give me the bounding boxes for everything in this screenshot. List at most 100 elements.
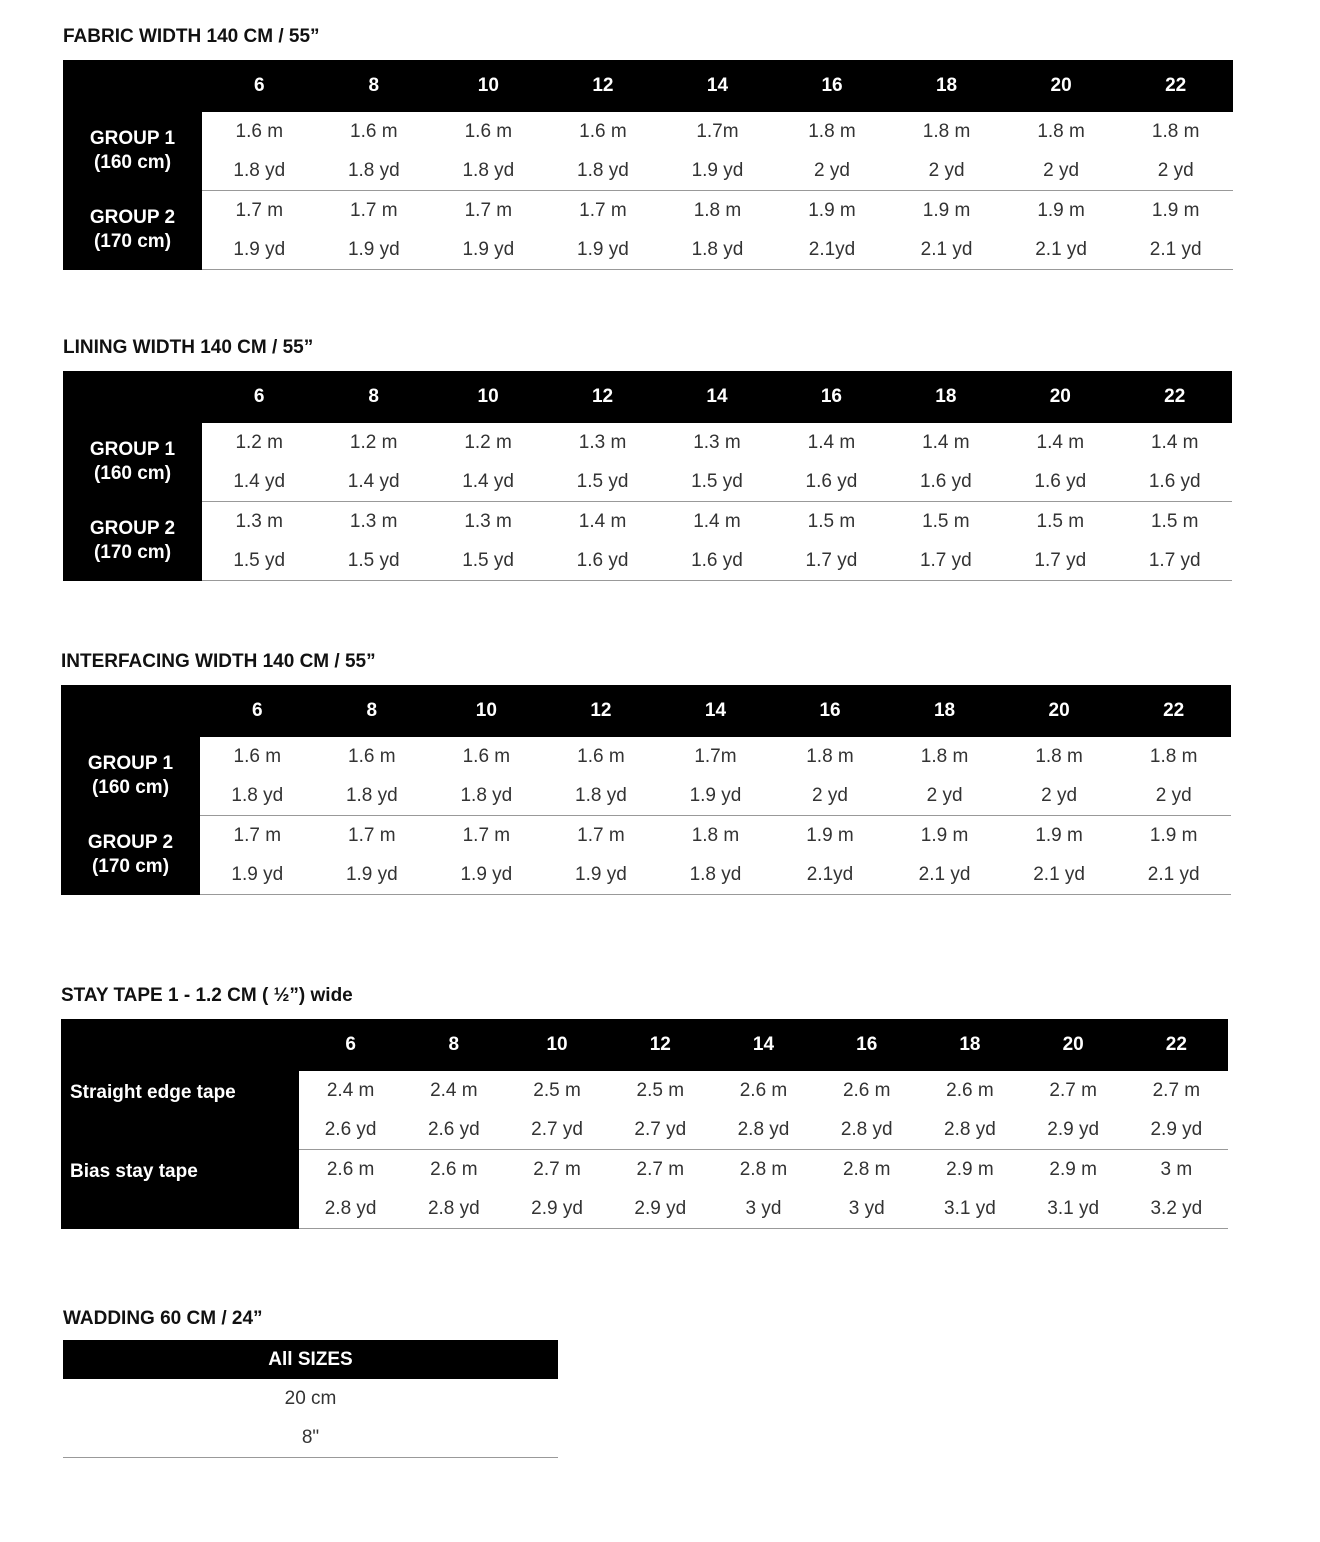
value-metres: 1.9 m [774, 190, 890, 230]
value-metres: 1.4 m [659, 501, 775, 541]
value-metres: 1.6 m [545, 112, 661, 151]
corner-cell [61, 1019, 299, 1071]
value-metres: 1.9 m [1001, 815, 1117, 855]
size-header: 10 [505, 1019, 609, 1071]
value-metres: 1.4 m [888, 423, 1004, 462]
value-yards: 2 yd [1118, 151, 1233, 191]
value-yards: 1.8 yd [658, 855, 773, 895]
value-yards: 1.6 yd [1117, 462, 1232, 502]
value-metres: 2.6 m [299, 1149, 403, 1189]
value-metres: 1.2 m [316, 423, 431, 462]
lining-title: LINING WIDTH 140 CM / 55” [63, 337, 314, 358]
value-metres: 1.6 m [543, 737, 659, 776]
size-header: 16 [774, 60, 890, 112]
fabric-table: 6 8 10 12 14 16 18 20 22 GROUP 1 (160 cm) 1.6 m 1.6… [63, 60, 1233, 270]
size-header: 10 [430, 371, 546, 423]
size-header: 20 [1001, 685, 1117, 737]
value-yards: 1.4 yd [202, 462, 317, 502]
value-metres: 1.8 m [774, 112, 890, 151]
group-label: GROUP 2 (170 cm) [63, 190, 202, 270]
size-header: 16 [815, 1019, 919, 1071]
table-row-metres: GROUP 1 (160 cm) 1.6 m 1.6 m 1.6 m 1.6 m 1.7m… [61, 737, 1231, 816]
size-header: 18 [918, 1019, 1022, 1071]
size-header: 16 [774, 371, 889, 423]
value-yards: 1.9 yd [545, 230, 661, 270]
group-label: GROUP 2 (170 cm) [61, 815, 200, 895]
size-header: 18 [888, 371, 1004, 423]
value-metres: 2.6 m [918, 1071, 1022, 1110]
value-metres: 1.3 m [316, 501, 431, 541]
table-row-yards: 2.8 yd 2.8 yd 2.9 yd 2.9 yd 3 yd 3 yd 3.1 yd 3.… [61, 1189, 1228, 1229]
table-row-yards: 1.9 yd 1.9 yd 1.9 yd 1.9 yd 1.8 yd 2.1yd 2.1 y… [63, 230, 1233, 270]
value-metres: 3 m [1124, 1149, 1228, 1189]
value-metres: 1.7 m [316, 190, 432, 230]
value-yards: 1.8 yd [431, 151, 546, 191]
size-header: 12 [545, 371, 660, 423]
value-metres: 1.6 m [429, 737, 544, 776]
value-yards: 1.8 yd [543, 776, 659, 816]
size-header: 14 [659, 371, 775, 423]
value-metres: 2.7 m [608, 1149, 712, 1189]
value-metres: 1.8 m [889, 112, 1004, 151]
size-header: 22 [1124, 1019, 1228, 1071]
value-yards: 1.5 yd [202, 541, 317, 581]
value-yards: 2 yd [887, 776, 1002, 816]
value-metres: 1.7m [658, 737, 773, 776]
value-yards: 2.8 yd [918, 1110, 1022, 1150]
value-yards: 2 yd [1116, 776, 1231, 816]
value-yards: 3.1 yd [918, 1189, 1022, 1229]
table-row-metres: GROUP 2 (170 cm) 1.7 m 1.7 m 1.7 m 1.7 m 1.8 … [61, 815, 1231, 895]
value-yards: 1.7 yd [1003, 541, 1118, 581]
value-yards: 1.5 yd [659, 462, 775, 502]
size-header: 8 [314, 685, 430, 737]
size-header: 20 [1021, 1019, 1125, 1071]
wadding-section: WADDING 60 CM / 24” All SIZES 20 cm 8" [63, 1304, 558, 1458]
value-metres: 1.6 m [316, 112, 432, 151]
value-metres: 1.7 m [545, 190, 661, 230]
value-metres: 1.8 m [887, 737, 1002, 776]
value-yards: 1.7 yd [774, 541, 889, 581]
fabric-title: FABRIC WIDTH 140 CM / 55” [63, 26, 320, 47]
value-metres: 1.6 m [431, 112, 546, 151]
table-row-metres: GROUP 2 (170 cm) 1.3 m 1.3 m 1.3 m 1.4 m 1.4 … [63, 501, 1232, 581]
value-yards: 2.9 yd [608, 1189, 712, 1229]
value-yards: 2 yd [774, 151, 890, 191]
value-yards: 1.7 yd [1117, 541, 1232, 581]
size-header: 18 [887, 685, 1002, 737]
value-metres: 1.7 m [543, 815, 659, 855]
value-metres: 1.9 m [887, 815, 1002, 855]
value-yards: 1.8 yd [202, 151, 317, 191]
value-metres: 2.9 m [918, 1149, 1022, 1189]
table-row-yards: 2.6 yd 2.6 yd 2.7 yd 2.7 yd 2.8 yd 2.8 yd 2.8 … [61, 1110, 1228, 1150]
size-header: 10 [431, 60, 546, 112]
fabric-section: FABRIC WIDTH 140 CM / 55” 6 8 10 12 14 16 18 20 2… [63, 22, 1233, 270]
value-metres: 1.5 m [774, 501, 889, 541]
size-header: 6 [202, 60, 317, 112]
lining-section: LINING WIDTH 140 CM / 55” 6 8 10 12 14 16 18 20 2… [63, 333, 1232, 581]
value-metres: 1.8 m [1118, 112, 1233, 151]
value-metres: 1.9 m [1116, 815, 1231, 855]
size-header: 14 [711, 1019, 816, 1071]
value-yards: 2.1yd [772, 855, 888, 895]
table-row-metres: GROUP 2 (170 cm) 1.7 m 1.7 m 1.7 m 1.7 m 1.8 … [63, 190, 1233, 270]
table-row-yards: 1.5 yd 1.5 yd 1.5 yd 1.6 yd 1.6 yd 1.7 yd 1.7 … [63, 541, 1232, 581]
value-metres: 2.4 m [299, 1071, 403, 1110]
value-yards: 2.8 yd [402, 1189, 506, 1229]
wadding-title: WADDING 60 CM / 24” [63, 1308, 263, 1329]
group-label: GROUP 2 (170 cm) [63, 501, 202, 581]
value-metres: 1.3 m [430, 501, 546, 541]
group-label: GROUP 1 (160 cm) [63, 423, 202, 502]
value-metres: 1.7 m [200, 815, 315, 855]
value-yards: 2.1 yd [1001, 855, 1117, 895]
value-metres: 2.6 m [402, 1149, 506, 1189]
value-yards: 1.8 yd [429, 776, 544, 816]
value-yards: 1.9 yd [314, 855, 430, 895]
value-yards: 2.7 yd [505, 1110, 609, 1150]
group-label: GROUP 1 (160 cm) [63, 112, 202, 191]
value-metres: 1.3 m [202, 501, 317, 541]
value-yards: 2 yd [1003, 151, 1119, 191]
value-yards: 1.6 yd [888, 462, 1004, 502]
value-yards: 1.8 yd [200, 776, 315, 816]
